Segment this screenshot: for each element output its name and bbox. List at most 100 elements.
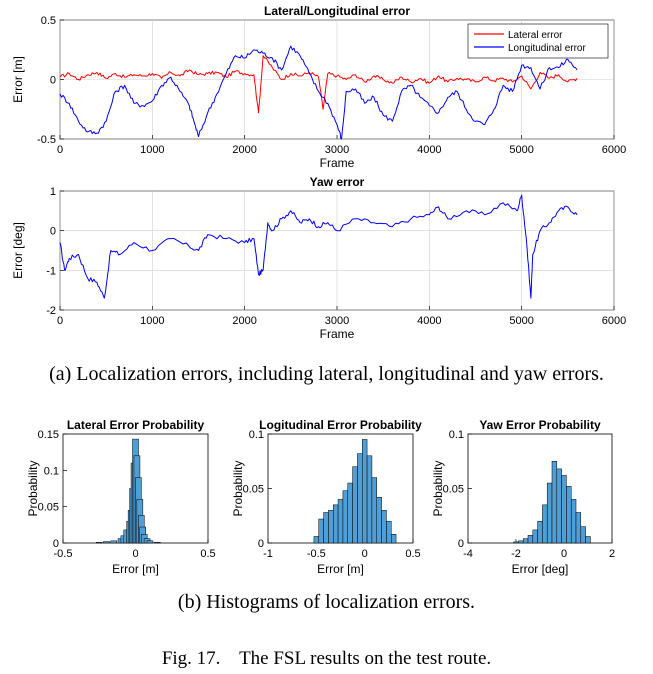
figure-caption: Fig. 17. The FSL results on the test rou…	[161, 648, 492, 669]
hist-yaw-ytick-label: 0.1	[449, 429, 464, 441]
hist-longitudinal-bar	[352, 466, 358, 544]
hist-yaw-bar	[527, 535, 534, 544]
hist-lateral-xtick-label: -0.5	[54, 548, 73, 560]
chart-yaw-ytick-label: -1	[46, 265, 56, 277]
hist-lateral-bar	[103, 541, 110, 544]
chart-lat-lon-legend-box	[467, 23, 609, 59]
hist-lateral-ytick-label: 0	[53, 538, 59, 550]
hist-longitudinal-bar	[333, 504, 339, 544]
chart-yaw-xtick-label: 3000	[325, 315, 349, 327]
hist-yaw-bar	[556, 468, 562, 544]
hist-yaw-bar	[537, 520, 543, 544]
hist-longitudinal-bar	[337, 499, 344, 544]
hist-yaw-bar	[570, 499, 577, 544]
hist-longitudinal-bar	[342, 490, 348, 544]
hist-longitudinal-xtick-label: 0.5	[405, 548, 420, 560]
chart-yaw-ytick-label: -2	[46, 305, 56, 317]
hist-yaw-ylabel: Probability	[431, 460, 445, 516]
chart-yaw-xtick-label: 5000	[509, 315, 533, 327]
chart-lat-lon-ytick-label: 0	[50, 75, 56, 87]
hist-yaw-bar	[518, 540, 524, 544]
hist-yaw-xlabel: Error [deg]	[512, 562, 569, 576]
hist-longitudinal-xtick-label: -1	[263, 548, 273, 560]
hist-longitudinal-ytick-label: 0	[258, 538, 264, 550]
hist-yaw-bar	[580, 526, 586, 544]
hist-yaw-axes: -4 -2 0 2 0 0.05 0.1 Yaw Error Probability Error…	[431, 418, 615, 576]
hist-lateral-xtick-label: 0	[132, 548, 138, 560]
hist-longitudinal-bar	[328, 510, 334, 544]
hist-longitudinal-bar	[357, 453, 363, 544]
chart-yaw-ytick-label: 0	[50, 226, 56, 238]
chart-lat-lon-legend-entry: Longitudinal error	[508, 43, 586, 54]
chart-yaw-xtick-label: 2000	[232, 315, 256, 327]
hist-yaw-xtick-label: 0	[561, 548, 567, 560]
chart-lat-lon-ytick-label: 0.5	[41, 15, 56, 27]
hist-longitudinal-bar	[381, 510, 387, 544]
chart-lat-lon-series-longitudinal-error	[59, 45, 578, 140]
hist-longitudinal-ytick-label: 0.05	[243, 484, 264, 496]
chart-lat-lon-xlabel: Frame	[320, 156, 355, 170]
hist-lateral-bar	[154, 542, 161, 544]
hist-lateral-ytick-label: 0.05	[38, 502, 59, 514]
hist-longitudinal-ytick-label: 0.1	[249, 429, 264, 441]
chart-lat-lon-xtick-label: 3000	[325, 144, 349, 156]
caption-b: (b) Histograms of localization errors.	[177, 591, 476, 613]
hist-longitudinal-ylabel: Probability	[231, 460, 245, 516]
hist-longitudinal-bar	[347, 482, 353, 544]
chart-lat-lon-xtick-label: 1000	[140, 144, 164, 156]
hist-yaw-xtick-label: -4	[463, 548, 473, 560]
hist-longitudinal-bar	[362, 439, 368, 544]
hist-yaw-title: Yaw Error Probability	[479, 418, 601, 432]
hist-yaw-xtick-label: -2	[511, 548, 521, 560]
chart-yaw-title: Yaw error	[310, 175, 365, 189]
hist-lateral-xlabel: Error [m]	[112, 562, 159, 576]
hist-lateral-title: Lateral Error Probability	[67, 418, 205, 432]
hist-yaw-xtick-label: 2	[609, 548, 615, 560]
hist-longitudinal-bar	[376, 496, 382, 544]
hist-longitudinal-bar	[318, 518, 324, 544]
chart-yaw-xlabel: Frame	[320, 327, 355, 341]
hist-longitudinal-bar	[313, 536, 319, 544]
hist-yaw-bar	[585, 536, 591, 544]
hist-yaw-bar	[546, 482, 553, 544]
chart-yaw-xtick-label: 6000	[602, 315, 626, 327]
hist-longitudinal-bar	[323, 512, 329, 544]
hist-lateral-bar	[146, 540, 154, 544]
hist-longitudinal-xlabel: Error [m]	[317, 562, 364, 576]
hist-yaw-ytick-label: 0.05	[443, 484, 464, 496]
chart-lat-lon-xtick-label: 5000	[509, 144, 533, 156]
hist-lateral-xtick-label: 0.5	[200, 548, 215, 560]
chart-lat-lon-xtick-label: 0	[57, 144, 63, 156]
chart-lat-lon-xtick-label: 4000	[417, 144, 441, 156]
hist-yaw-bar	[513, 541, 519, 544]
hist-yaw-bar	[566, 486, 572, 544]
chart-lat-lon-ytick-label: -0.5	[37, 134, 56, 146]
hist-longitudinal-xtick-label: -0.5	[307, 548, 326, 560]
hist-lateral-bar	[110, 540, 117, 544]
chart-yaw-xtick-label: 1000	[140, 315, 164, 327]
hist-yaw-bar	[575, 512, 582, 544]
hist-yaw-bar	[532, 529, 538, 544]
chart-lat-lon-xtick-label: 2000	[232, 144, 256, 156]
chart-lat-lon-xtick-label: 6000	[602, 144, 626, 156]
chart-lat-lon-axes: 0 1000 2000 3000 4000 5000 6000-0.500.5Lateral…	[11, 4, 626, 170]
hist-lateral-ytick-label: 0.1	[44, 465, 59, 477]
hist-longitudinal-bar	[371, 477, 377, 544]
chart-yaw-axes: 0 1000 2000 3000 4000 5000 6000 -2 -1 0 1 Yaw error…	[11, 175, 626, 341]
hist-longitudinal-title: Logitudinal Error Probability	[259, 418, 422, 432]
chart-yaw-ytick-label: 1	[50, 186, 56, 198]
hist-yaw-bar	[522, 538, 529, 544]
hist-yaw-bar	[551, 461, 558, 544]
chart-yaw-ylabel: Error [deg]	[11, 222, 25, 279]
hist-lateral-ytick-label: 0.15	[38, 429, 59, 441]
chart-lat-lon-title: Lateral/Longitudinal error	[264, 4, 410, 18]
hist-longitudinal-bar	[386, 520, 392, 544]
hist-longitudinal-bar	[366, 455, 373, 544]
chart-yaw-series-line	[59, 194, 578, 299]
chart-yaw-xtick-label: 4000	[417, 315, 441, 327]
chart-lat-lon-ylabel: Error [m]	[11, 56, 25, 103]
hist-lateral-bar	[96, 542, 103, 544]
hist-yaw-bar	[561, 475, 567, 544]
